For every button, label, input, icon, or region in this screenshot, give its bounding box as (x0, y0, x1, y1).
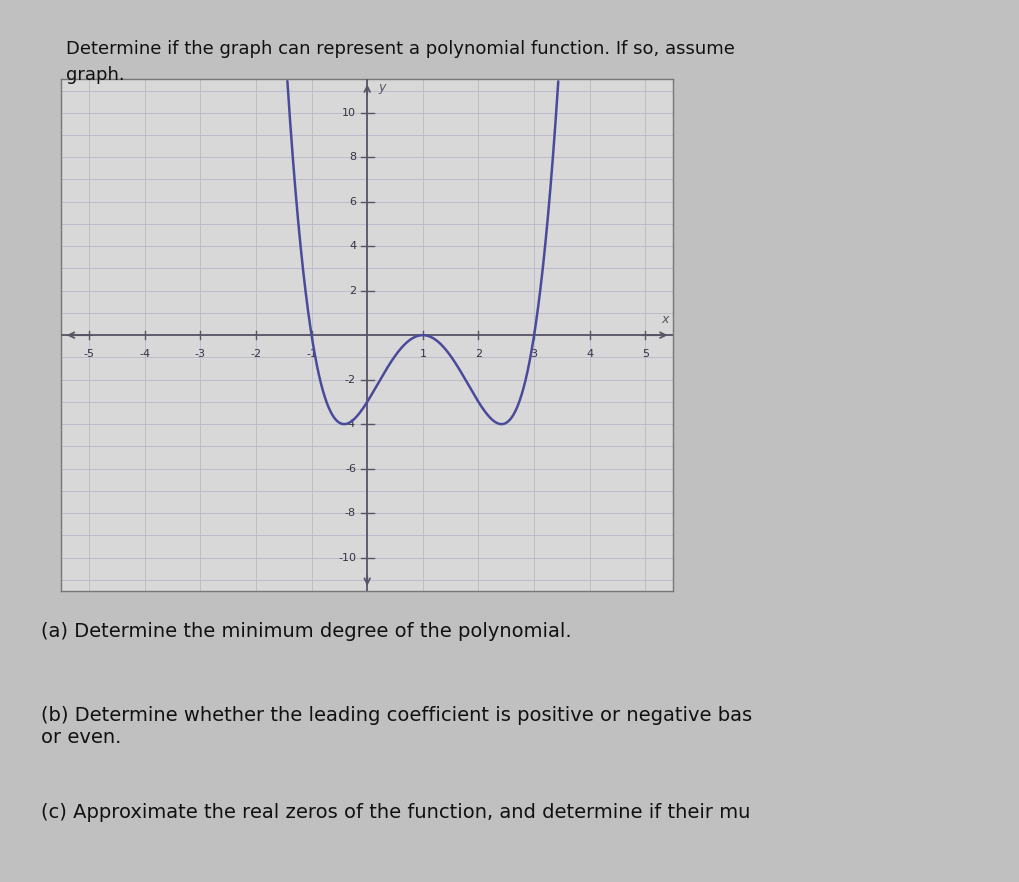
Text: -2: -2 (250, 348, 261, 358)
Text: -10: -10 (337, 553, 356, 563)
Text: -1: -1 (306, 348, 317, 358)
Text: x: x (660, 313, 667, 326)
Text: -6: -6 (344, 464, 356, 474)
Text: y: y (378, 80, 385, 93)
Text: -8: -8 (344, 508, 356, 518)
Text: graph.: graph. (66, 66, 124, 84)
Text: -4: -4 (139, 348, 150, 358)
Text: 3: 3 (530, 348, 537, 358)
Text: 10: 10 (341, 108, 356, 117)
Text: -4: -4 (344, 419, 356, 430)
Text: 6: 6 (348, 197, 356, 206)
Text: (c) Approximate the real zeros of the function, and determine if their mu: (c) Approximate the real zeros of the fu… (41, 803, 749, 822)
Text: (b) Determine whether the leading coefficient is positive or negative bas
or eve: (b) Determine whether the leading coeffi… (41, 706, 751, 746)
Text: Determine if the graph can represent a polynomial function. If so, assume: Determine if the graph can represent a p… (66, 40, 735, 57)
Text: 4: 4 (586, 348, 593, 358)
Text: 1: 1 (419, 348, 426, 358)
Text: -5: -5 (84, 348, 95, 358)
Text: (a) Determine the minimum degree of the polynomial.: (a) Determine the minimum degree of the … (41, 622, 571, 641)
Text: -2: -2 (344, 375, 356, 385)
Text: 5: 5 (641, 348, 648, 358)
Text: 4: 4 (348, 241, 356, 251)
Text: 2: 2 (475, 348, 482, 358)
Text: 8: 8 (348, 153, 356, 162)
Text: -3: -3 (195, 348, 206, 358)
Text: 2: 2 (348, 286, 356, 295)
